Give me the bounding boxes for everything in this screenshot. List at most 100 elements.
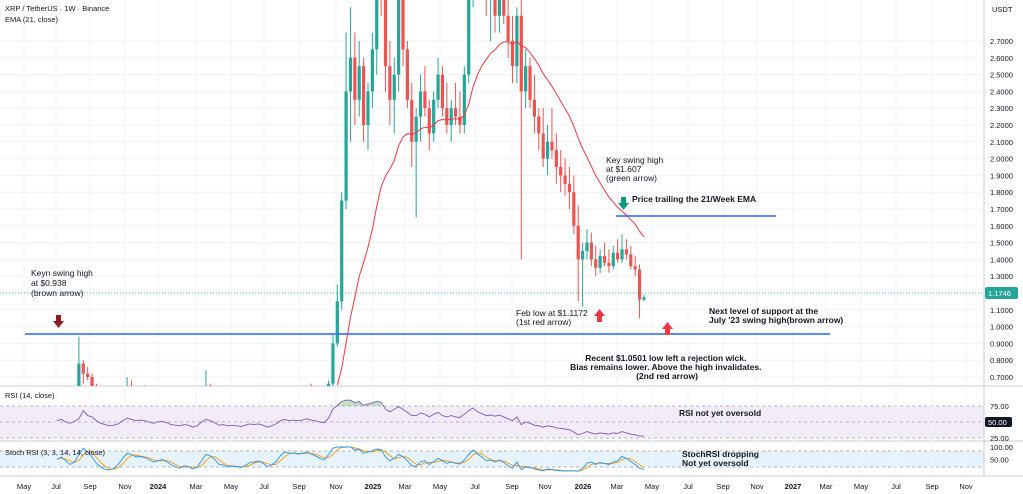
candle: [440, 66, 445, 117]
x-axis-label: Sep: [716, 482, 729, 491]
candle: [366, 83, 370, 151]
candle: [383, 0, 388, 92]
x-axis-label: Mar: [611, 482, 624, 491]
candle: [524, 49, 528, 109]
x-axis-label: Jul: [259, 482, 269, 491]
candle: [335, 284, 339, 347]
candle: [209, 383, 211, 386]
candle: [130, 380, 132, 386]
x-axis-label: May: [224, 482, 238, 491]
candle: [637, 264, 642, 319]
candle: [576, 205, 580, 302]
green-arrow-icon: [618, 197, 629, 210]
candle: [510, 15, 515, 83]
candle: [90, 373, 94, 386]
candle: [401, 0, 405, 67]
stoch-title[interactable]: Stoch RSI (3, 3, 14, 14, close): [5, 448, 106, 457]
candle: [436, 57, 440, 109]
candle: [554, 133, 558, 184]
rsi-value-label: 50.00: [988, 418, 1007, 427]
x-axis-label: Mar: [399, 482, 412, 491]
rsi-overbought-fill: [337, 400, 382, 406]
candle: [541, 108, 545, 167]
candle: [380, 0, 382, 16]
candle: [405, 41, 409, 109]
candle: [86, 366, 90, 381]
price-tick-label: 1.4000: [990, 255, 1013, 264]
candle: [642, 294, 646, 302]
candle: [432, 91, 436, 142]
red-arrow-icon: [594, 309, 605, 322]
price-tick-label: 1.0000: [990, 323, 1013, 332]
rsi-tick-label: 75.00: [990, 402, 1009, 411]
price-tick-label: 2.0000: [990, 155, 1013, 164]
price-tick-label: 2.2000: [990, 121, 1013, 130]
price-tick-label: 2.7000: [990, 37, 1013, 46]
candle: [392, 57, 396, 134]
x-axis-label: Sep: [292, 482, 305, 491]
x-axis-label: 2025: [365, 482, 382, 491]
candle: [550, 108, 554, 159]
candle: [620, 234, 624, 263]
price-tick-label: 0.8000: [990, 356, 1013, 365]
candle: [497, 0, 501, 33]
ema-indicator-label[interactable]: EMA (21, close): [5, 15, 58, 24]
x-axis-label: 2027: [785, 482, 802, 491]
candle: [506, 0, 510, 58]
rsi-tick-label: 25.00: [990, 434, 1009, 443]
price-tick-label: 1.5000: [990, 239, 1013, 248]
stoch-band: [0, 451, 984, 467]
candle: [624, 239, 628, 260]
candle: [414, 108, 418, 218]
candle: [607, 249, 611, 273]
candle: [462, 66, 466, 134]
x-axis-label: Sep: [925, 482, 938, 491]
candle: [485, 0, 487, 16]
price-tick-label: 2.4000: [990, 87, 1013, 96]
x-axis-label: Jul: [683, 482, 693, 491]
price-tick-label: 0.9000: [990, 339, 1013, 348]
candle: [410, 83, 414, 167]
x-axis-label: Nov: [959, 482, 973, 491]
candle: [572, 175, 576, 235]
x-axis-label: Nov: [750, 482, 764, 491]
candle: [205, 370, 207, 386]
x-axis-label: Jul: [51, 482, 61, 491]
ema-note: Price trailing the 21/Week EMA: [632, 194, 756, 204]
candle: [423, 66, 427, 117]
candle: [348, 7, 353, 142]
candle: [567, 167, 572, 209]
candle: [344, 32, 348, 209]
price-tick-label: 0.7000: [990, 373, 1013, 382]
candle: [81, 360, 85, 384]
candle: [357, 41, 361, 117]
price-tick-label: 1.1000: [990, 306, 1013, 315]
current-price-tag: [985, 287, 1018, 299]
x-axis-label: May: [645, 482, 659, 491]
candle: [418, 74, 423, 142]
current-price-value: 1.1746: [988, 289, 1011, 298]
chart-title[interactable]: XRP / TetherUS · 1W · Binance: [5, 4, 109, 13]
candle: [310, 383, 312, 386]
rsi-title[interactable]: RSI (14, close): [5, 391, 55, 400]
candle: [77, 336, 81, 386]
x-axis-label: Mar: [190, 482, 203, 491]
candle: [594, 245, 598, 277]
x-axis-label: May: [17, 482, 31, 491]
candle: [326, 380, 331, 386]
x-axis-label: Mar: [820, 482, 833, 491]
candle: [563, 158, 567, 196]
x-axis-label: Jul: [891, 482, 901, 491]
stoch-tick-label: 50.00: [990, 456, 1009, 465]
rsi-note: RSI not yet oversold: [679, 408, 761, 418]
candle: [611, 245, 615, 270]
price-tick-label: 1.3000: [990, 272, 1013, 281]
x-axis-label: Nov: [538, 482, 552, 491]
x-axis-label: 2026: [575, 482, 592, 491]
candle: [519, 0, 523, 260]
x-axis-label: May: [433, 482, 447, 491]
candle: [633, 256, 637, 277]
candle: [598, 249, 602, 273]
candle: [589, 232, 593, 267]
